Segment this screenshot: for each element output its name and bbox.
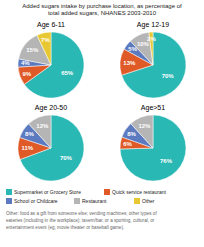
- title-line: Added sugars intake by purchase location…: [22, 3, 182, 9]
- pie: 70%13%5%10%2%: [120, 32, 186, 98]
- pie-title: Age>51: [141, 104, 165, 112]
- footnote-line: eateries (including in the workplace); t…: [6, 218, 155, 223]
- legend-swatch: [74, 198, 80, 204]
- legend-label: School or Childcare: [14, 198, 58, 204]
- legend-label: Restaurant: [82, 198, 107, 204]
- data-label: 12%: [36, 123, 49, 129]
- data-label: 6%: [123, 141, 132, 147]
- legend-swatch: [104, 189, 110, 195]
- data-label: 5%: [128, 46, 137, 52]
- pie-slice: [37, 32, 51, 65]
- data-label: 70%: [60, 155, 73, 161]
- footnote-line: Other: food as a gift from someone else;…: [6, 211, 157, 216]
- data-label: 2%: [147, 36, 156, 42]
- data-label: 7%: [41, 37, 50, 43]
- legend-swatch: [6, 189, 12, 195]
- pie-title: Age 12-19: [137, 21, 169, 29]
- pie-title: Age 20-50: [35, 104, 67, 112]
- data-label: 8%: [127, 131, 136, 137]
- pie: 76% 6% 8%12%: [120, 115, 186, 181]
- pie-slice: [120, 115, 186, 181]
- pie-slice: [122, 32, 186, 98]
- data-label: 65%: [61, 70, 74, 76]
- legend-label: Other: [142, 198, 155, 204]
- data-label: 13%: [123, 60, 136, 66]
- data-label: 15%: [26, 47, 39, 53]
- title-line: total added sugars, NHANES 2003-2010: [48, 10, 157, 16]
- data-label: 11%: [21, 145, 33, 151]
- data-label: 9%: [22, 71, 31, 77]
- pie-title: Age 6-11: [37, 21, 65, 29]
- footnote: Other: food as a gift from someone else;…: [6, 211, 157, 230]
- legend-label: Quick service restaurant: [112, 189, 167, 195]
- data-label: 76%: [160, 158, 173, 164]
- legend-label: Supermarket or Grocery Store: [14, 189, 81, 195]
- legend-swatch: [134, 198, 140, 204]
- legend: Supermarket or Grocery Store Quick servic…: [6, 189, 167, 204]
- data-label: 70%: [162, 73, 175, 79]
- pie-slice: [18, 65, 51, 84]
- data-label: 4%: [21, 60, 30, 66]
- title: Added sugars intake by purchase location…: [22, 3, 182, 16]
- pie: 65% 9% 4% 15%7%: [18, 32, 84, 98]
- legend-swatch: [6, 198, 12, 204]
- data-label: 8%: [25, 131, 34, 137]
- pie: 70% 11% 8%12%: [18, 115, 84, 181]
- data-label: 12%: [138, 123, 151, 129]
- footnote-line: entertainment event (eg, movie theater o…: [6, 225, 124, 230]
- chart: Added sugars intake by purchase location…: [0, 0, 204, 247]
- pie-slice: [20, 115, 84, 181]
